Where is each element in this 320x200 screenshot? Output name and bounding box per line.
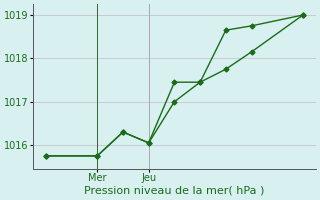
X-axis label: Pression niveau de la mer( hPa ): Pression niveau de la mer( hPa ) xyxy=(84,186,265,196)
